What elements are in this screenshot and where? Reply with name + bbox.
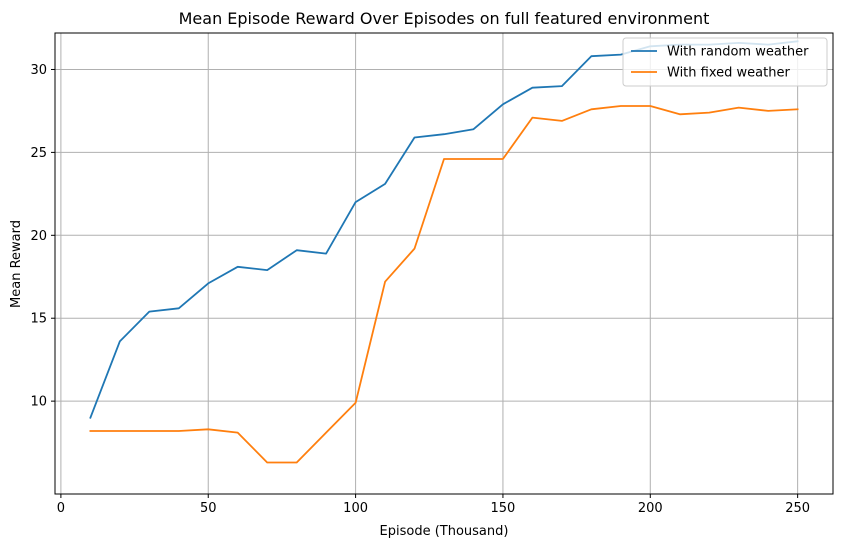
y-tick-label: 25 bbox=[30, 146, 47, 161]
x-tick-label: 250 bbox=[785, 501, 810, 516]
axes-frame bbox=[54, 32, 834, 495]
series-line-fixed-weather bbox=[89, 105, 799, 464]
x-tick-label: 200 bbox=[638, 501, 663, 516]
axis-ticks: 0 50 100 150 200 250 10 15 20 25 30 bbox=[30, 63, 810, 516]
y-tick-label: 10 bbox=[30, 395, 47, 410]
chart-title: Mean Episode Reward Over Episodes on ful… bbox=[179, 9, 710, 28]
y-tick-label: 20 bbox=[30, 229, 47, 244]
y-tick-label: 30 bbox=[30, 63, 47, 78]
legend-label: With fixed weather bbox=[667, 66, 790, 81]
x-tick-label: 50 bbox=[200, 501, 217, 516]
x-tick-label: 100 bbox=[343, 501, 368, 516]
y-axis-label: Mean Reward bbox=[9, 220, 24, 308]
legend-label: With random weather bbox=[667, 45, 809, 60]
x-tick-label: 150 bbox=[491, 501, 516, 516]
legend: With random weather With fixed weather bbox=[622, 37, 828, 87]
x-axis-label: Episode (Thousand) bbox=[380, 524, 509, 539]
y-tick-label: 15 bbox=[30, 312, 47, 327]
legend-box bbox=[622, 37, 828, 87]
x-tick-label: 0 bbox=[57, 501, 65, 516]
